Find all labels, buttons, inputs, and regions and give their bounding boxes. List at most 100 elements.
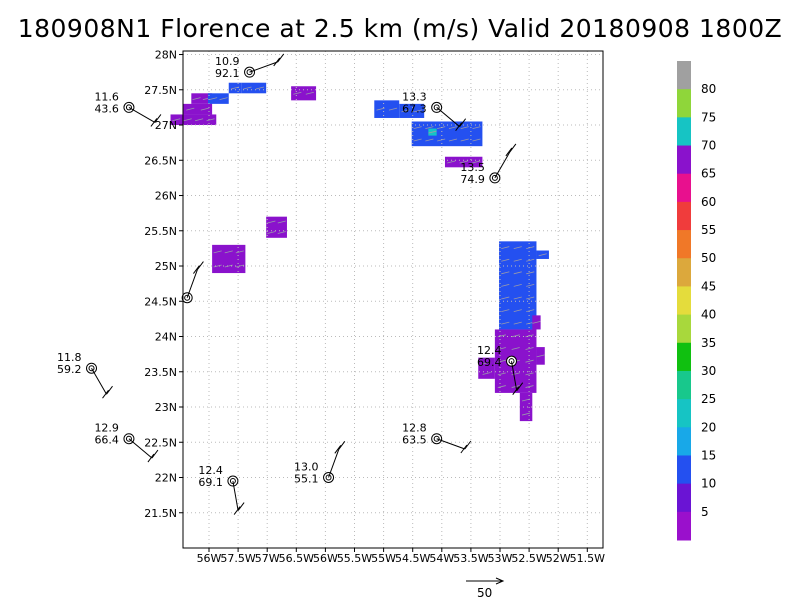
wind-arrow: [501, 321, 510, 325]
wind-speed-cell: [411, 121, 483, 147]
wind-arrow: [497, 359, 506, 363]
wind-arrow: [195, 118, 204, 122]
lat-tick-label: 27.5N: [144, 84, 177, 97]
wind-arrow: [413, 138, 422, 142]
station-marker: 12.863.5: [402, 422, 472, 454]
wind-speed-cell: [207, 93, 229, 104]
lat-tick-label: 23N: [155, 401, 177, 414]
colorbar-swatch: [677, 286, 691, 316]
lon-tick-label: 53.5W: [453, 552, 488, 565]
station-marker: 13.367.3: [402, 90, 467, 131]
lon-tick-label: 56.5W: [279, 552, 314, 565]
colorbar-label: 20: [701, 420, 716, 434]
colorbar-swatch: [677, 173, 691, 203]
wind-barb-flag: [459, 118, 467, 127]
wind-arrow: [472, 138, 481, 142]
map-frame: [182, 50, 604, 549]
wind-arrow: [376, 107, 385, 111]
wind-arrow: [448, 138, 458, 142]
wind-barb-flag: [464, 440, 472, 450]
wind-arrow: [513, 284, 522, 287]
station-inner-circle: [88, 365, 95, 372]
station-inner-circle: [246, 69, 253, 76]
wind-arrow: [513, 309, 522, 312]
wind-arrow: [255, 86, 265, 90]
lon-tick-label: 57W: [255, 552, 280, 565]
wind-speed-cell: [399, 103, 425, 118]
wind-arrow: [526, 258, 535, 262]
colorbar-swatch: [677, 399, 691, 428]
wind-patch-layer: [170, 82, 549, 422]
wind-barb-flag: [516, 382, 524, 392]
colorbar-swatch: [677, 117, 691, 147]
colorbar-label: 70: [701, 139, 716, 153]
wind-barb-flag: [455, 122, 463, 131]
wind-arrow: [526, 284, 535, 287]
lat-tick-label: 22N: [155, 472, 177, 485]
lon-tick-label: 54.5W: [395, 552, 430, 565]
colorbar-swatch: [677, 230, 691, 259]
wind-arrow: [206, 118, 215, 122]
wind-speed-cell: [478, 357, 495, 379]
lon-tick-label: 55W: [371, 552, 396, 565]
wind-arrow: [501, 258, 510, 262]
wind-arrow: [277, 220, 286, 224]
wind-arrow: [472, 160, 481, 164]
colorbar-swatch: [677, 427, 691, 456]
wind-speed-cell: [183, 103, 213, 115]
wind-speed-cell: [212, 244, 246, 274]
station-inner-circle: [125, 435, 132, 442]
wind-arrow: [526, 309, 535, 312]
wind-barb-flag: [233, 506, 241, 515]
wind-barb-flag: [509, 143, 517, 153]
wind-speed-cell: [191, 93, 213, 104]
wind-arrow: [277, 231, 286, 234]
station-value-bottom: 69.4: [477, 356, 502, 369]
colorbar-swatch: [677, 61, 691, 90]
wind-arrow: [521, 412, 531, 416]
lon-tick-label: 56W: [197, 552, 222, 565]
wind-arrow: [501, 296, 510, 300]
wind-speed-cell: [291, 86, 317, 101]
wind-barb-flag: [334, 445, 342, 454]
colorbar-label: 40: [701, 308, 716, 322]
colorbar-label: 15: [701, 448, 716, 462]
wind-arrow: [482, 372, 491, 375]
wind-speed-cell: [241, 82, 267, 94]
wind-barb-flag: [193, 265, 200, 274]
station-value-bottom: 67.3: [402, 102, 427, 115]
wind-barb-staff: [494, 151, 511, 179]
wind-barb-flag: [460, 444, 468, 454]
wind-arrow: [213, 264, 222, 268]
wind-arrow: [401, 109, 410, 113]
station-inner-circle: [491, 174, 498, 181]
wind-barb-flag: [106, 385, 113, 395]
wind-arrow: [497, 347, 506, 350]
station-value-bottom: 43.6: [94, 102, 119, 115]
wind-barb-flag: [197, 261, 204, 270]
station-marker: 13.055.1: [294, 441, 346, 486]
station-marker: 12.966.4: [94, 422, 159, 463]
colorbar: 80 75 70 65 60 55 50 45 40 35 30 25 20 15 10 5: [677, 61, 716, 541]
wind-arrow: [513, 258, 522, 262]
lon-axis-labels: 56W57.5W57W56.5W56W55.5W55W54.5W54W53.5W…: [197, 548, 605, 565]
wind-arrow: [511, 372, 520, 376]
wind-barb-staff: [436, 107, 460, 128]
wind-barb-staff: [128, 106, 156, 123]
lat-tick-label: 26.5N: [144, 154, 177, 167]
lon-tick-label: 51.5W: [570, 552, 605, 565]
station-value-top: 12.9: [94, 422, 119, 435]
station-value-bottom: 74.9: [460, 173, 485, 186]
wind-arrow: [482, 361, 491, 365]
wind-barb-staff: [511, 361, 518, 391]
colorbar-swatch: [677, 145, 691, 175]
station-value-bottom: 59.2: [57, 363, 82, 376]
lon-tick-label: 57.5W: [220, 552, 255, 565]
wind-arrow: [183, 118, 192, 122]
colorbar-swatch: [677, 314, 691, 344]
lon-tick-label: 54W: [429, 552, 454, 565]
station-value-top: 13.5: [460, 161, 485, 174]
wind-arrow: [497, 385, 506, 388]
wind-arrow: [293, 91, 302, 95]
